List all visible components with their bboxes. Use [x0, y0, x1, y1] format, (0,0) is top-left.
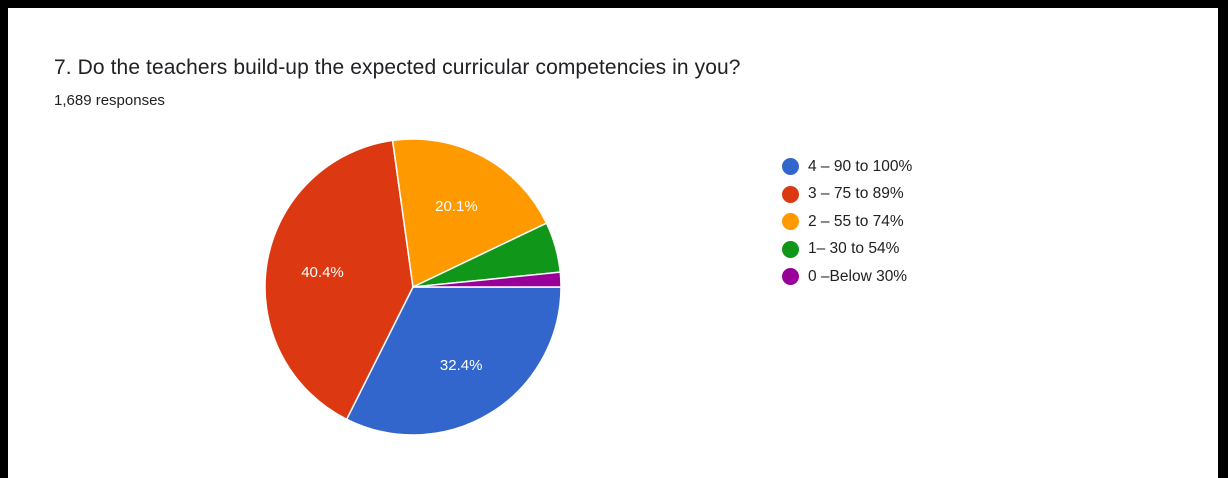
- pie-data-label-0: 32.4%: [440, 357, 483, 374]
- legend-item-1[interactable]: 3 – 75 to 89%: [782, 181, 912, 209]
- pie-chart: 32.4% 40.4% 20.1%: [264, 138, 562, 436]
- legend-item-2[interactable]: 2 – 55 to 74%: [782, 208, 912, 236]
- pie-slice-4[interactable]: [412, 271, 562, 288]
- legend-item-0[interactable]: 4 – 90 to 100%: [782, 153, 912, 181]
- chart-card: 7. Do the teachers build-up the expected…: [8, 8, 1218, 478]
- chart-legend: 4 – 90 to 100% 3 – 75 to 89% 2 – 55 to 74%…: [782, 153, 912, 291]
- pie-slice-0[interactable]: [345, 286, 562, 436]
- legend-label-0: 4 – 90 to 100%: [808, 157, 913, 175]
- pie-slice-2[interactable]: [391, 138, 548, 289]
- legend-item-4[interactable]: 0 –Below 30%: [782, 263, 912, 291]
- legend-swatch-0: [782, 158, 799, 176]
- chart-title: 7. Do the teachers build-up the expected…: [54, 56, 741, 79]
- legend-swatch-4: [782, 268, 799, 286]
- legend-label-1: 3 – 75 to 89%: [808, 185, 904, 203]
- pie-slice-1[interactable]: [264, 139, 414, 421]
- legend-label-2: 2 – 55 to 74%: [808, 212, 904, 230]
- pie-data-label-1: 40.4%: [301, 264, 344, 281]
- legend-item-3[interactable]: 1– 30 to 54%: [782, 236, 912, 264]
- legend-label-3: 1– 30 to 54%: [808, 240, 900, 258]
- legend-swatch-1: [782, 185, 799, 203]
- response-count: 1,689 responses: [54, 92, 165, 109]
- legend-label-4: 0 –Below 30%: [808, 267, 908, 285]
- legend-swatch-3: [782, 240, 799, 258]
- pie-data-label-2: 20.1%: [435, 198, 478, 215]
- legend-swatch-2: [782, 213, 799, 231]
